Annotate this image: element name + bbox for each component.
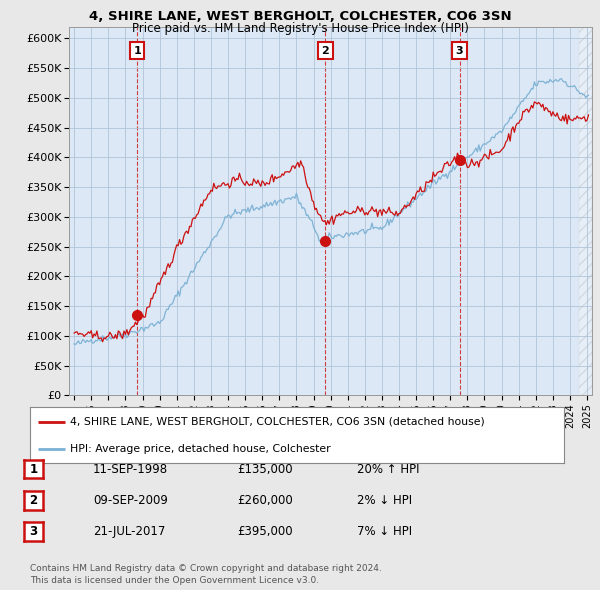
Text: 2% ↓ HPI: 2% ↓ HPI	[357, 494, 412, 507]
Text: £135,000: £135,000	[237, 463, 293, 476]
Text: 2: 2	[29, 494, 38, 507]
Text: 2: 2	[322, 45, 329, 55]
Text: £395,000: £395,000	[237, 525, 293, 538]
Text: 20% ↑ HPI: 20% ↑ HPI	[357, 463, 419, 476]
Text: HPI: Average price, detached house, Colchester: HPI: Average price, detached house, Colc…	[70, 444, 331, 454]
Text: 7% ↓ HPI: 7% ↓ HPI	[357, 525, 412, 538]
Text: 1: 1	[29, 463, 38, 476]
Text: 11-SEP-1998: 11-SEP-1998	[93, 463, 168, 476]
Text: Contains HM Land Registry data © Crown copyright and database right 2024.
This d: Contains HM Land Registry data © Crown c…	[30, 564, 382, 585]
Text: 21-JUL-2017: 21-JUL-2017	[93, 525, 166, 538]
Text: 1: 1	[133, 45, 141, 55]
Text: £260,000: £260,000	[237, 494, 293, 507]
Text: 4, SHIRE LANE, WEST BERGHOLT, COLCHESTER, CO6 3SN (detached house): 4, SHIRE LANE, WEST BERGHOLT, COLCHESTER…	[70, 417, 485, 427]
Text: 4, SHIRE LANE, WEST BERGHOLT, COLCHESTER, CO6 3SN: 4, SHIRE LANE, WEST BERGHOLT, COLCHESTER…	[89, 10, 511, 23]
Text: Price paid vs. HM Land Registry's House Price Index (HPI): Price paid vs. HM Land Registry's House …	[131, 22, 469, 35]
Text: 09-SEP-2009: 09-SEP-2009	[93, 494, 168, 507]
Text: 3: 3	[29, 525, 38, 538]
Text: 3: 3	[456, 45, 463, 55]
